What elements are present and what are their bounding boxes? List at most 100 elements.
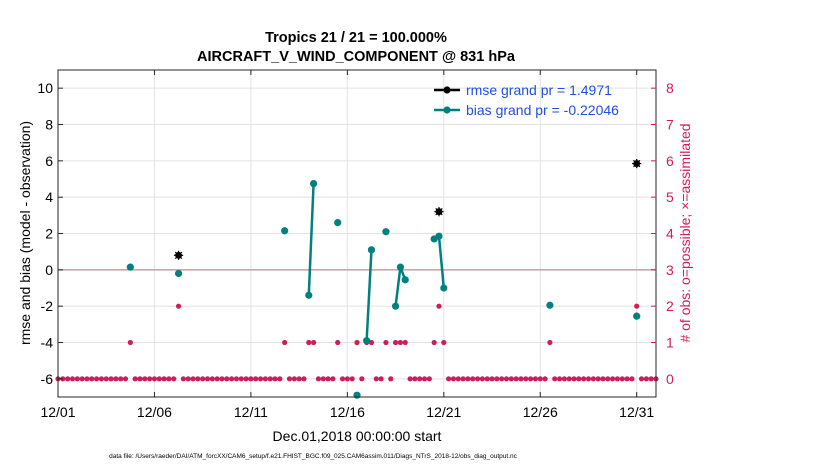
y-left-tick-label: -2	[41, 298, 54, 314]
obs-count-zero-marker	[301, 376, 307, 382]
obs-count-zero-marker	[330, 376, 336, 382]
rmse-point	[434, 207, 444, 217]
obs-count-zero-marker	[171, 376, 177, 382]
bias-point	[367, 246, 376, 254]
y-left-tick-label: -6	[41, 371, 54, 387]
obs-count-zero-marker	[605, 376, 611, 382]
bias-point	[546, 301, 554, 309]
obs-count-layer	[55, 303, 659, 382]
obs-count-zero-marker	[600, 376, 606, 382]
obs-count-zero-marker	[494, 376, 500, 382]
x-tick-label: 12/31	[619, 404, 654, 420]
obs-count-zero-marker	[69, 376, 76, 382]
obs-count-possible-marker	[397, 339, 404, 346]
data-file-footnote: data file: /Users/raeder/DAI/ATM_forcXX/…	[109, 453, 518, 460]
obs-count-zero-marker	[166, 376, 172, 382]
bias-series-line	[394, 266, 407, 307]
obs-count-possible-marker	[354, 339, 360, 346]
obs-count-zero-marker	[185, 376, 191, 382]
bias-point	[396, 263, 405, 271]
y-right-tick-label: 1	[666, 335, 674, 351]
obs-count-zero-marker	[446, 376, 452, 382]
bias-point	[309, 179, 318, 188]
y-left-tick-label: 6	[45, 153, 53, 169]
y-left-tick-label: 8	[45, 117, 53, 133]
legend-bias-marker	[443, 106, 451, 114]
obs-count-zero-marker	[161, 376, 167, 382]
obs-count-zero-marker	[98, 376, 105, 382]
bias-point	[382, 228, 390, 236]
obs-count-zero-marker	[499, 376, 505, 382]
obs-count-zero-marker	[532, 376, 539, 382]
obs-count-zero-marker	[421, 376, 428, 382]
obs-count-zero-marker	[412, 376, 418, 382]
y-left-tick-label: -4	[41, 335, 54, 351]
obs-count-zero-marker	[585, 376, 592, 382]
rmse-point-star	[174, 251, 183, 259]
obs-count-possible-marker	[436, 303, 442, 309]
obs-count-zero-marker	[209, 376, 215, 382]
bias-point	[334, 219, 342, 227]
obs-count-zero-marker	[349, 376, 355, 382]
y-right-tick-label: 4	[666, 226, 674, 242]
obs-count-zero-marker	[590, 376, 596, 382]
x-tick-label: 12/26	[523, 404, 558, 420]
y-right-tick-label: 6	[666, 153, 674, 169]
obs-count-zero-marker	[417, 376, 423, 382]
y-left-tick-label: 2	[45, 226, 53, 242]
obs-count-zero-marker	[320, 376, 326, 382]
bias-point	[363, 337, 371, 345]
obs-count-possible-marker	[634, 303, 640, 309]
obs-count-possible-marker	[383, 339, 389, 346]
obs-count-zero-marker	[219, 376, 225, 382]
obs-count-zero-marker	[470, 376, 476, 382]
obs-count-zero-marker	[624, 376, 630, 382]
obs-count-zero-marker	[229, 376, 235, 382]
rmse-point	[632, 158, 642, 169]
obs-count-zero-marker	[291, 376, 297, 382]
obs-count-zero-marker	[426, 376, 432, 382]
obs-count-zero-marker	[286, 376, 293, 382]
obs-count-zero-marker	[518, 376, 524, 382]
x-axis-label: Dec.01,2018 00:00:00 start	[273, 428, 442, 444]
obs-count-zero-marker	[195, 376, 201, 382]
y-left-tick-label: 10	[37, 80, 53, 96]
obs-count-zero-marker	[142, 376, 148, 382]
obs-count-zero-marker	[277, 376, 283, 382]
y-right-tick-label: 8	[666, 80, 674, 96]
y-right-tick-label: 7	[666, 117, 674, 133]
obs-count-zero-marker	[552, 376, 558, 382]
obs-count-zero-marker	[373, 376, 379, 382]
obs-count-zero-marker	[93, 376, 100, 382]
obs-count-possible-marker	[547, 339, 553, 346]
obs-count-zero-marker	[465, 376, 471, 382]
obs-count-zero-marker	[614, 376, 621, 382]
obs-count-zero-marker	[619, 376, 625, 382]
obs-count-possible-marker	[127, 339, 133, 346]
bias-point	[435, 232, 443, 240]
y-left-tick-label: 0	[45, 262, 53, 278]
obs-count-zero-marker	[561, 376, 567, 382]
obs-count-zero-marker	[556, 376, 563, 382]
obs-count-zero-marker	[339, 376, 346, 382]
bias-point	[391, 302, 400, 310]
obs-count-zero-marker	[132, 376, 138, 382]
obs-count-zero-marker	[484, 376, 490, 382]
obs-count-zero-marker	[147, 376, 153, 382]
obs-count-zero-marker	[296, 376, 302, 382]
y-axis-label-left: rmse and bias (model - observation)	[17, 121, 33, 345]
y-right-tick-label: 5	[666, 189, 674, 205]
bias-point	[353, 391, 361, 399]
rmse-point-star	[435, 208, 443, 216]
x-tick-label: 12/11	[234, 404, 268, 420]
legend-rmse-label: rmse grand pr = 1.4971	[466, 82, 612, 98]
obs-count-zero-marker	[122, 376, 129, 382]
obs-count-zero-marker	[204, 376, 211, 382]
rmse-point-star	[633, 159, 641, 168]
bias-point	[633, 312, 641, 320]
obs-count-zero-marker	[137, 376, 143, 382]
obs-count-zero-marker	[629, 376, 635, 382]
obs-count-zero-marker	[315, 376, 322, 382]
obs-count-zero-marker	[262, 376, 268, 382]
